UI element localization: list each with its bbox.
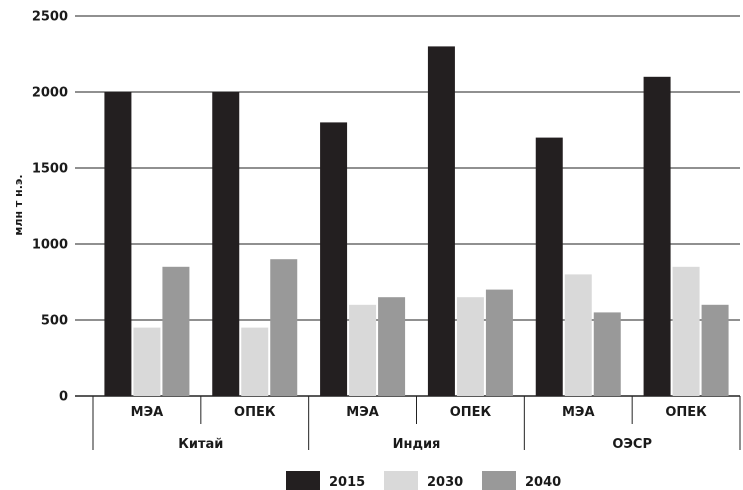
bar-2015-6 xyxy=(643,76,671,397)
y-tick-label: 500 xyxy=(41,314,68,329)
legend-label-2030: 2030 xyxy=(427,475,463,490)
x-tick-label: МЭА xyxy=(131,405,164,420)
bar-2015-1 xyxy=(104,92,132,396)
bar-2030-3 xyxy=(349,304,377,396)
legend-swatch-2015 xyxy=(286,471,320,490)
y-tick-label: 2000 xyxy=(32,86,68,101)
bar-2040-2 xyxy=(270,259,298,396)
group-label: Китай xyxy=(178,437,223,452)
group-label: ОЭСР xyxy=(612,437,652,452)
bar-2030-1 xyxy=(133,327,161,396)
bar-2030-6 xyxy=(672,266,700,396)
bar-2030-4 xyxy=(456,297,484,396)
bar-2040-5 xyxy=(593,312,621,396)
bar-2040-6 xyxy=(701,304,729,396)
bar-2015-4 xyxy=(427,46,455,397)
y-tick-label: 2500 xyxy=(32,10,68,25)
y-axis-title: млн т н.э. xyxy=(12,174,25,235)
bars xyxy=(104,46,729,397)
x-tick-label: МЭА xyxy=(562,405,595,420)
legend-label-2015: 2015 xyxy=(329,475,365,490)
x-tick-label: МЭА xyxy=(346,405,379,420)
x-tick-label: ОПЕК xyxy=(450,405,492,420)
y-tick-label: 1500 xyxy=(32,162,68,177)
bar-2030-5 xyxy=(564,274,592,396)
bar-2040-3 xyxy=(378,297,406,396)
legend-swatch-2030 xyxy=(384,471,418,490)
y-tick-label: 1000 xyxy=(32,238,68,253)
axes: 0 500 1000 1500 2000 2500 МЭА ОПЕК МЭА ОПЕК МЭА ОПЕ… xyxy=(32,10,741,452)
bar-2030-2 xyxy=(241,327,269,396)
bar-2015-2 xyxy=(212,92,240,396)
x-tick-label: ОПЕК xyxy=(665,405,707,420)
bar-2040-1 xyxy=(162,266,190,396)
legend: 2015 2030 2040 xyxy=(286,471,561,490)
bar-2040-4 xyxy=(485,289,513,396)
bar-2015-3 xyxy=(320,122,348,397)
y-tick-label: 0 xyxy=(59,390,68,405)
x-tick-label: ОПЕК xyxy=(234,405,276,420)
legend-swatch-2040 xyxy=(482,471,516,490)
group-label: Индия xyxy=(393,437,441,452)
bar-2015-5 xyxy=(535,137,563,396)
legend-label-2040: 2040 xyxy=(525,475,561,490)
